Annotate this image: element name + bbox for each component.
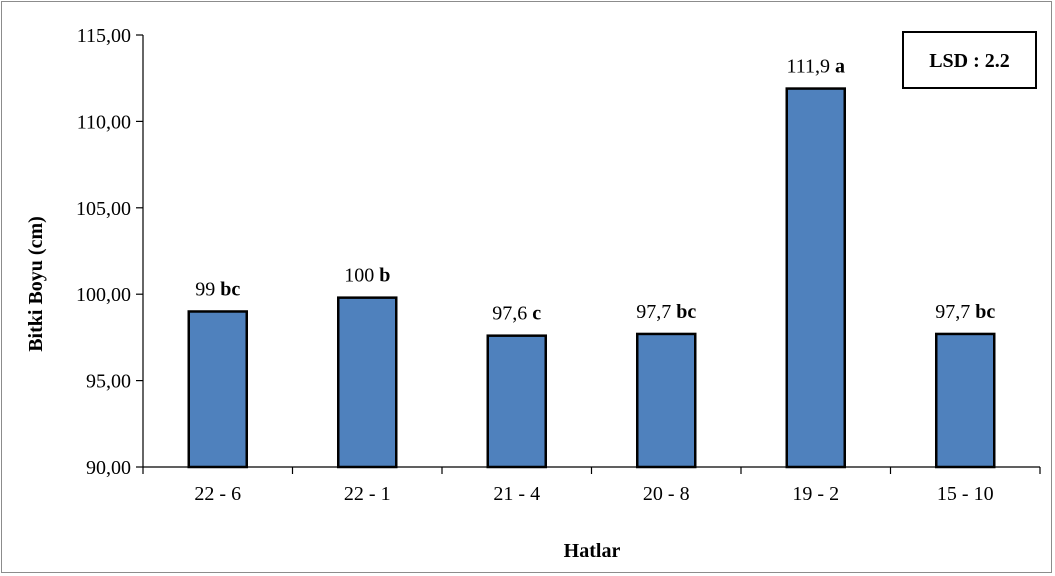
y-tick-label: 100,00 [76, 284, 131, 306]
data-label-letter: bc [676, 301, 696, 323]
bar [785, 87, 846, 469]
data-label-letter: c [532, 303, 541, 325]
y-tick-label: 115,00 [77, 25, 131, 47]
data-label: 97,7 bc [636, 301, 696, 323]
data-label-value: 100 [344, 265, 379, 287]
y-axis-label: Bitki Boyu (cm) [25, 216, 47, 352]
data-label: 97,7 bc [935, 301, 995, 323]
data-label-value: 97,6 [492, 303, 532, 325]
bar [337, 296, 398, 469]
data-label-letter: bc [220, 278, 240, 300]
data-label: 111,9 a [786, 56, 845, 78]
x-tick-label: 20 - 8 [643, 483, 690, 505]
x-axis-label: Hatlar [564, 540, 621, 562]
data-label-letter: b [379, 265, 390, 287]
lsd-annotation-box: LSD : 2.2 [902, 31, 1037, 89]
data-label: 100 b [344, 265, 390, 287]
data-label-value: 97,7 [935, 301, 975, 323]
y-tick-label: 95,00 [86, 371, 131, 393]
x-tick-label: 21 - 4 [493, 483, 540, 505]
x-tick-label: 19 - 2 [792, 483, 839, 505]
data-label-letter: a [835, 56, 845, 78]
data-label: 97,6 c [492, 303, 541, 325]
bar [486, 334, 547, 469]
bar [636, 332, 697, 469]
bars [187, 87, 996, 469]
x-tick-label: 22 - 6 [194, 483, 241, 505]
bar [187, 310, 248, 469]
data-label-letter: bc [975, 301, 995, 323]
data-label: 99 bc [195, 278, 240, 300]
data-label-value: 97,7 [636, 301, 676, 323]
y-tick-label: 90,00 [86, 457, 131, 479]
bar [935, 332, 996, 469]
axes: 90,00 95,00 100,00 105,00 110,00 115,00 [76, 25, 1041, 479]
data-label-value: 99 [195, 278, 220, 300]
y-tick-label: 110,00 [77, 111, 131, 133]
x-tick-label: 22 - 1 [344, 483, 391, 505]
y-tick-label: 105,00 [76, 198, 131, 220]
x-tick-label: 15 - 10 [937, 483, 994, 505]
data-label-value: 111,9 [786, 56, 835, 78]
lsd-annotation: LSD : 2.2 [929, 50, 1010, 72]
